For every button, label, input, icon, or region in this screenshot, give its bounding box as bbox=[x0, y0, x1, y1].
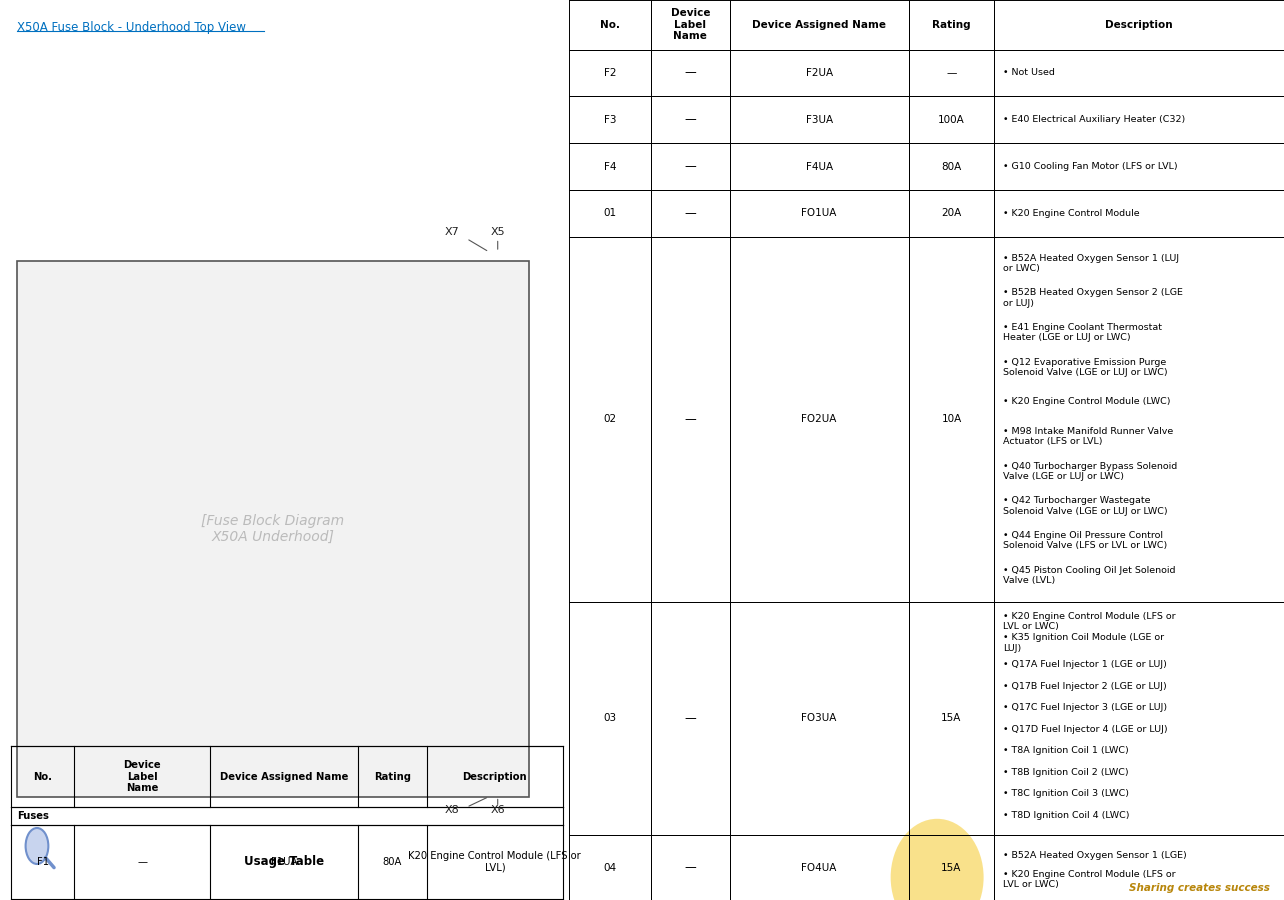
Text: • Q40 Turbocharger Bypass Solenoid
Valve (LGE or LUJ or LWC): • Q40 Turbocharger Bypass Solenoid Valve… bbox=[1003, 462, 1177, 481]
Text: Description: Description bbox=[1106, 20, 1174, 30]
Text: • B52A Heated Oxygen Sensor 1 (LUJ
or LWC): • B52A Heated Oxygen Sensor 1 (LUJ or LW… bbox=[1003, 254, 1179, 273]
Text: • K35 Ignition Coil Module (LGE or
LUJ): • K35 Ignition Coil Module (LGE or LUJ) bbox=[1003, 634, 1165, 652]
Text: • B52B Heated Oxygen Sensor 2 (LGE
or LUJ): • B52B Heated Oxygen Sensor 2 (LGE or LU… bbox=[1003, 288, 1183, 308]
Text: • M98 Intake Manifold Runner Valve
Actuator (LFS or LVL): • M98 Intake Manifold Runner Valve Actua… bbox=[1003, 427, 1174, 446]
Text: • T8C Ignition Coil 3 (LWC): • T8C Ignition Coil 3 (LWC) bbox=[1003, 789, 1129, 798]
Text: • Q17B Fuel Injector 2 (LGE or LUJ): • Q17B Fuel Injector 2 (LGE or LUJ) bbox=[1003, 681, 1167, 690]
Text: F2: F2 bbox=[603, 68, 616, 78]
Text: F4: F4 bbox=[603, 162, 616, 172]
Text: X50A Fuse Block - Underhood Top View: X50A Fuse Block - Underhood Top View bbox=[17, 21, 247, 33]
Text: • Q17A Fuel Injector 1 (LGE or LUJ): • Q17A Fuel Injector 1 (LGE or LUJ) bbox=[1003, 660, 1167, 669]
Text: • Q12 Evaporative Emission Purge
Solenoid Valve (LGE or LUJ or LWC): • Q12 Evaporative Emission Purge Solenoi… bbox=[1003, 357, 1167, 377]
Text: Rating: Rating bbox=[374, 771, 411, 782]
Text: FO3UA: FO3UA bbox=[801, 714, 837, 724]
Text: —: — bbox=[684, 207, 696, 220]
Text: Device
Label
Name: Device Label Name bbox=[123, 760, 160, 793]
Text: F4UA: F4UA bbox=[805, 162, 833, 172]
Text: • G10 Cooling Fan Motor (LFS or LVL): • G10 Cooling Fan Motor (LFS or LVL) bbox=[1003, 162, 1177, 171]
Text: 01: 01 bbox=[603, 209, 616, 219]
Text: Sharing creates success: Sharing creates success bbox=[1129, 883, 1270, 893]
Text: • B52A Heated Oxygen Sensor 1 (LGE): • B52A Heated Oxygen Sensor 1 (LGE) bbox=[1003, 851, 1186, 860]
Text: —: — bbox=[684, 160, 696, 173]
Text: —: — bbox=[946, 68, 957, 78]
Text: 80A: 80A bbox=[383, 857, 402, 868]
Text: X7: X7 bbox=[444, 227, 460, 238]
Text: —: — bbox=[684, 67, 696, 79]
Text: Device Assigned Name: Device Assigned Name bbox=[221, 771, 348, 782]
Text: F3UA: F3UA bbox=[805, 115, 833, 125]
Text: F1UA: F1UA bbox=[271, 857, 298, 868]
Text: • Q45 Piston Cooling Oil Jet Solenoid
Valve (LVL): • Q45 Piston Cooling Oil Jet Solenoid Va… bbox=[1003, 565, 1175, 585]
Text: —: — bbox=[137, 857, 148, 868]
Text: Rating: Rating bbox=[932, 20, 971, 30]
Text: X5: X5 bbox=[490, 227, 505, 238]
Text: • T8B Ignition Coil 2 (LWC): • T8B Ignition Coil 2 (LWC) bbox=[1003, 768, 1129, 777]
Text: • T8D Ignition Coil 4 (LWC): • T8D Ignition Coil 4 (LWC) bbox=[1003, 811, 1130, 820]
Text: 10A: 10A bbox=[941, 414, 962, 424]
Text: • K20 Engine Control Module (LWC): • K20 Engine Control Module (LWC) bbox=[1003, 398, 1171, 407]
Text: 80A: 80A bbox=[941, 162, 962, 172]
Text: —: — bbox=[684, 113, 696, 126]
Text: X8: X8 bbox=[444, 805, 460, 815]
Text: —: — bbox=[684, 413, 696, 426]
Circle shape bbox=[891, 819, 984, 900]
Text: 100A: 100A bbox=[939, 115, 964, 125]
Text: • Q44 Engine Oil Pressure Control
Solenoid Valve (LFS or LVL or LWC): • Q44 Engine Oil Pressure Control Soleno… bbox=[1003, 531, 1167, 550]
Text: Device Assigned Name: Device Assigned Name bbox=[752, 20, 886, 30]
Text: Description: Description bbox=[462, 771, 528, 782]
Text: No.: No. bbox=[600, 20, 620, 30]
Text: • Q17D Fuel Injector 4 (LGE or LUJ): • Q17D Fuel Injector 4 (LGE or LUJ) bbox=[1003, 724, 1167, 733]
Text: X6: X6 bbox=[490, 805, 505, 815]
Text: • K20 Engine Control Module (LFS or
LVL or LWC): • K20 Engine Control Module (LFS or LVL … bbox=[1003, 612, 1176, 631]
Text: • K20 Engine Control Module: • K20 Engine Control Module bbox=[1003, 209, 1140, 218]
Bar bbox=[17, 261, 529, 796]
Text: [Fuse Block Diagram
X50A Underhood]: [Fuse Block Diagram X50A Underhood] bbox=[202, 514, 344, 544]
Text: • K20 Engine Control Module (LFS or
LVL or LWC): • K20 Engine Control Module (LFS or LVL … bbox=[1003, 869, 1176, 889]
Text: K20 Engine Control Module (LFS or
LVL): K20 Engine Control Module (LFS or LVL) bbox=[408, 851, 582, 873]
Text: 03: 03 bbox=[603, 714, 616, 724]
Text: • Q17C Fuel Injector 3 (LGE or LUJ): • Q17C Fuel Injector 3 (LGE or LUJ) bbox=[1003, 703, 1167, 712]
Text: FO4UA: FO4UA bbox=[801, 862, 837, 873]
Text: FO2UA: FO2UA bbox=[801, 414, 837, 424]
Text: F1: F1 bbox=[37, 857, 49, 868]
Text: 02: 02 bbox=[603, 414, 616, 424]
Text: • Not Used: • Not Used bbox=[1003, 68, 1055, 77]
Text: Usage Table: Usage Table bbox=[244, 855, 325, 868]
Text: 15A: 15A bbox=[941, 862, 962, 873]
Text: F3: F3 bbox=[603, 115, 616, 125]
Circle shape bbox=[26, 828, 49, 864]
Text: 15A: 15A bbox=[941, 714, 962, 724]
Text: FO1UA: FO1UA bbox=[801, 209, 837, 219]
Text: —: — bbox=[684, 712, 696, 724]
Text: No.: No. bbox=[33, 771, 53, 782]
Text: F2UA: F2UA bbox=[805, 68, 833, 78]
Text: • E40 Electrical Auxiliary Heater (C32): • E40 Electrical Auxiliary Heater (C32) bbox=[1003, 115, 1185, 124]
Text: —: — bbox=[684, 861, 696, 874]
Text: 20A: 20A bbox=[941, 209, 962, 219]
Text: Device
Label
Name: Device Label Name bbox=[670, 8, 710, 41]
Text: • T8A Ignition Coil 1 (LWC): • T8A Ignition Coil 1 (LWC) bbox=[1003, 746, 1129, 755]
Text: Fuses: Fuses bbox=[17, 811, 49, 822]
Text: 04: 04 bbox=[603, 862, 616, 873]
Text: • Q42 Turbocharger Wastegate
Solenoid Valve (LGE or LUJ or LWC): • Q42 Turbocharger Wastegate Solenoid Va… bbox=[1003, 496, 1167, 516]
Text: • E41 Engine Coolant Thermostat
Heater (LGE or LUJ or LWC): • E41 Engine Coolant Thermostat Heater (… bbox=[1003, 323, 1162, 342]
